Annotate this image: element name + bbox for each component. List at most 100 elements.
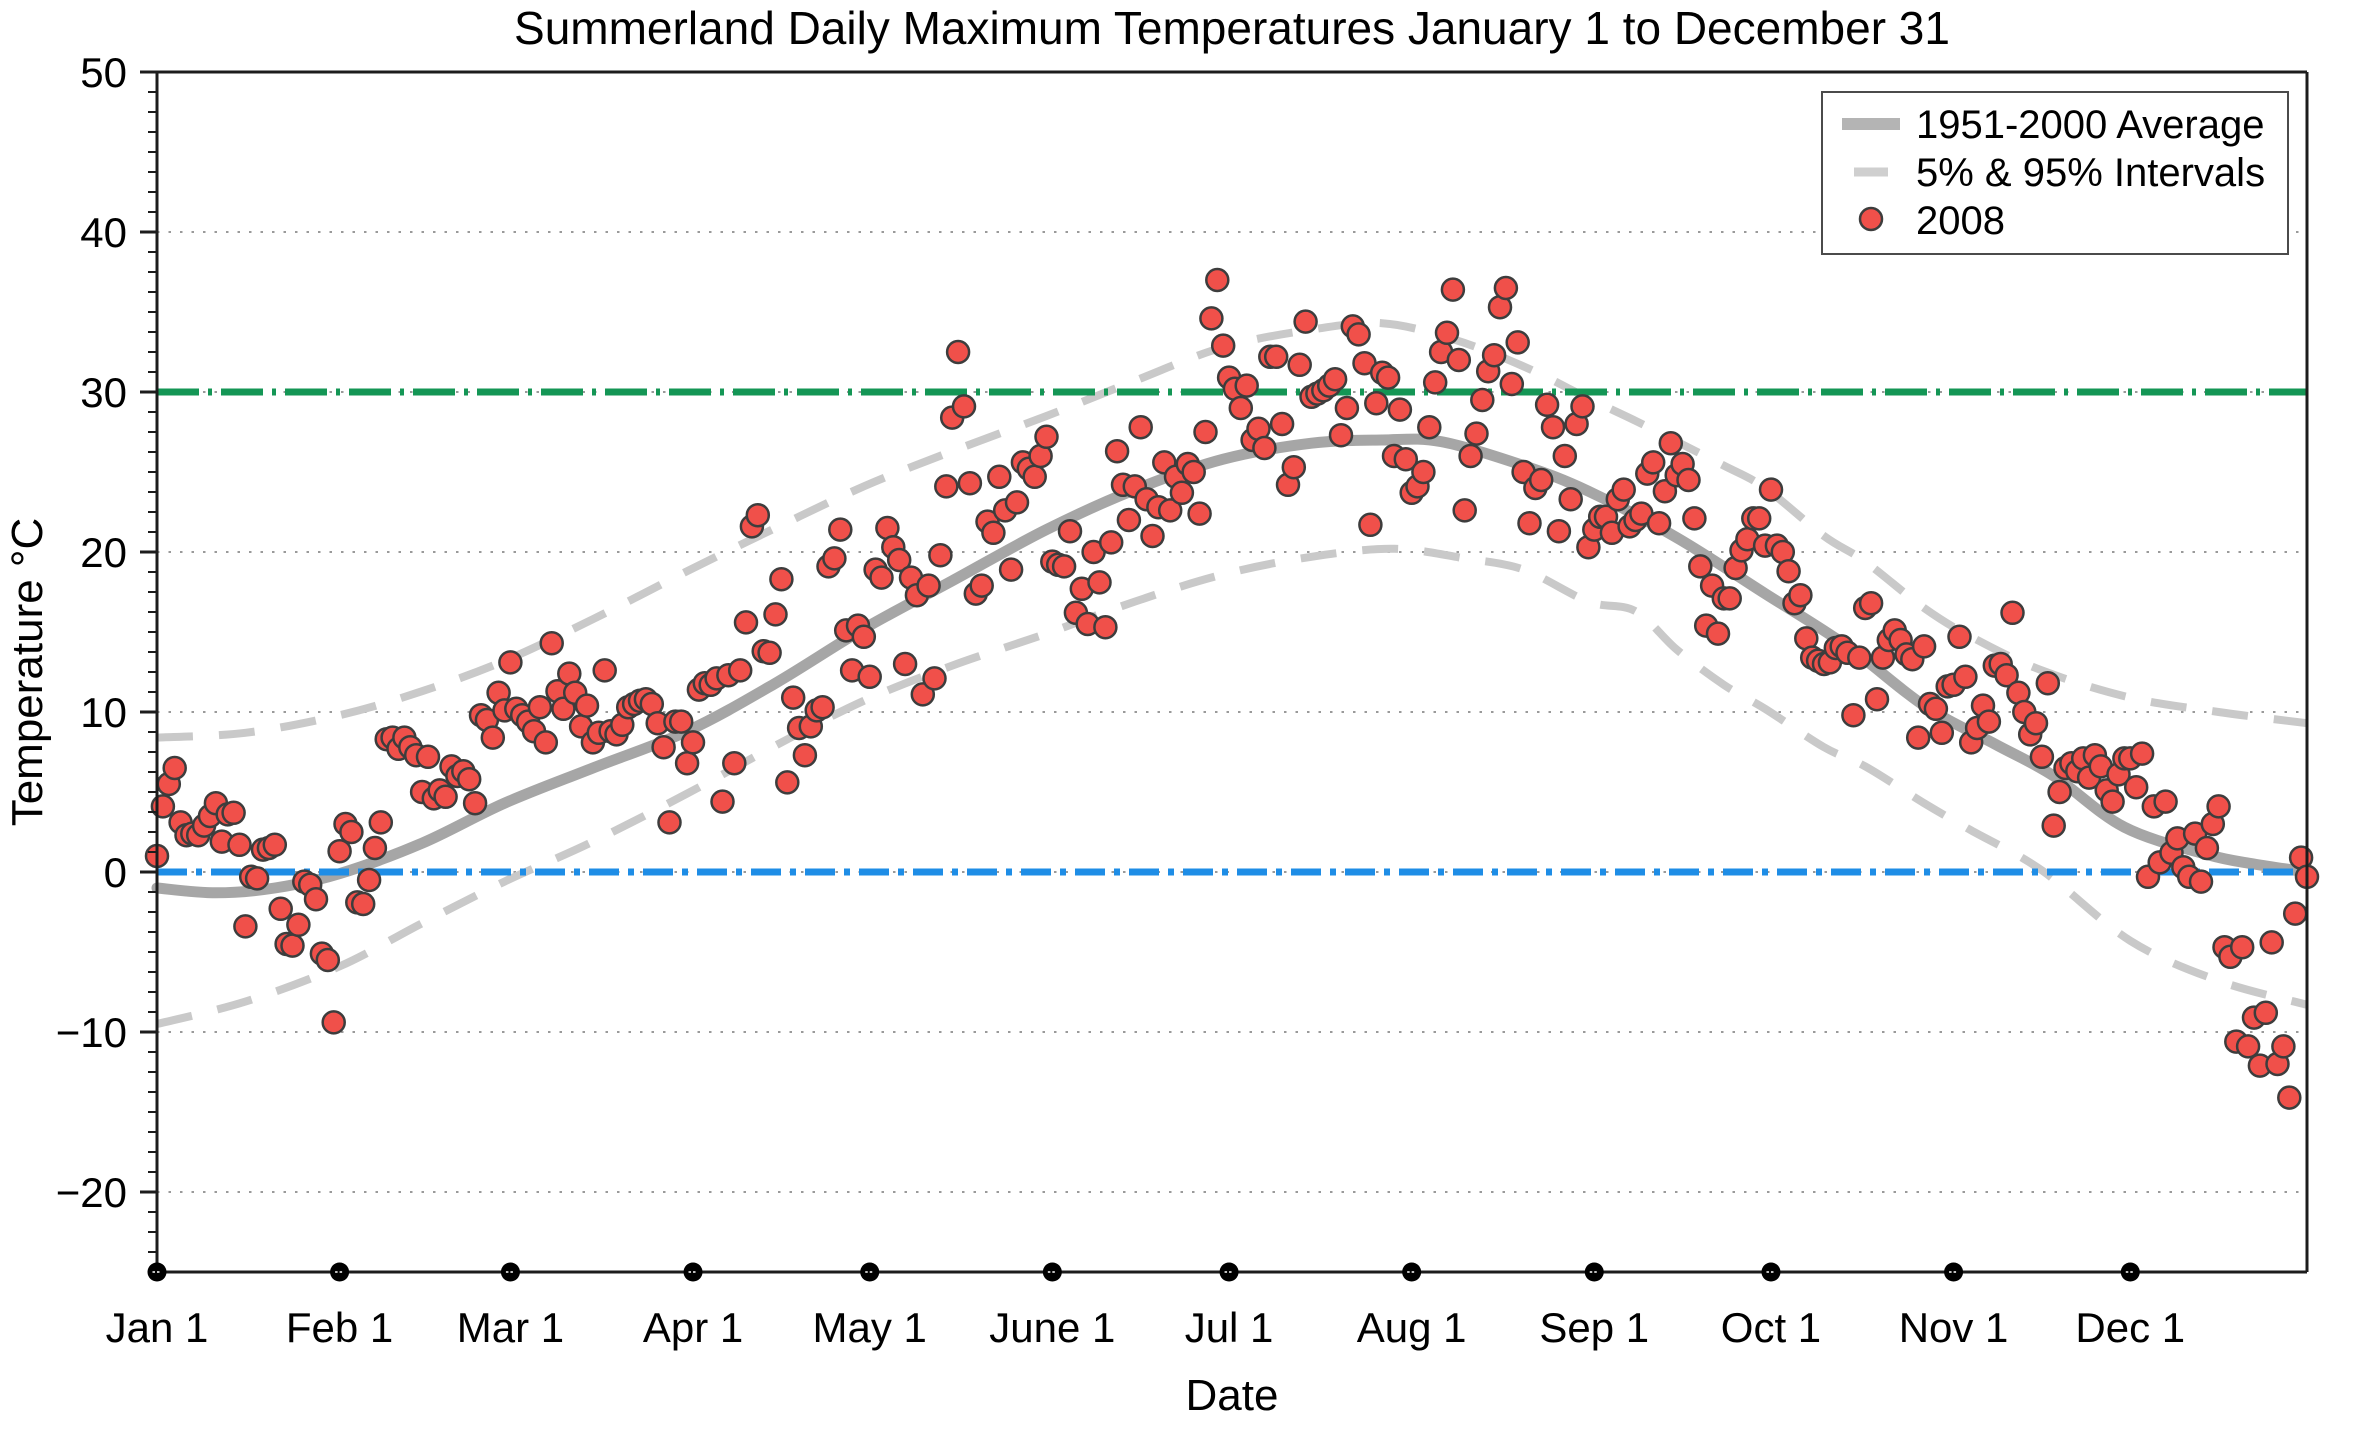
data-point-2008 xyxy=(456,766,482,792)
x-tick-label-Oct-1: Oct 1 xyxy=(1721,1304,1821,1351)
data-point-2008 xyxy=(303,886,329,912)
data-point-2008 xyxy=(1417,414,1442,440)
data-point-2008 xyxy=(433,784,458,810)
data-point-2008 xyxy=(1788,582,1813,608)
data-point-2008 xyxy=(2194,835,2220,861)
chart-title: Summerland Daily Maximum Temperatures Ja… xyxy=(514,2,1950,54)
x-tick-label-Aug-1: Aug 1 xyxy=(1357,1304,1467,1351)
data-point-2008 xyxy=(462,790,488,816)
data-point-2008 xyxy=(1864,686,1890,712)
data-point-2008 xyxy=(362,835,388,861)
curves-layer xyxy=(151,318,2313,1028)
data-point-2008 xyxy=(1464,421,1489,446)
data-point-2008 xyxy=(2041,813,2066,838)
data-point-2008 xyxy=(1528,467,1554,493)
data-point-2008 xyxy=(527,694,553,720)
data-point-2008 xyxy=(1705,621,1731,646)
y-tick-label-40: 40 xyxy=(80,209,127,256)
data-point-2008 xyxy=(1682,506,1707,531)
data-point-2008 xyxy=(745,502,771,528)
data-point-2008 xyxy=(2129,741,2155,766)
data-point-2008 xyxy=(998,557,1024,582)
legend-label-average: 1951-2000 Average xyxy=(1916,103,2264,147)
data-point-2008 xyxy=(981,520,1006,546)
data-point-2008 xyxy=(1263,344,1289,370)
data-point-2008 xyxy=(2123,774,2149,800)
data-point-2008 xyxy=(1446,347,1472,373)
data-point-2008 xyxy=(828,517,853,542)
data-point-2008 xyxy=(539,630,564,656)
data-point-2008 xyxy=(368,810,394,835)
data-point-2008 xyxy=(892,651,918,677)
data-point-2008 xyxy=(1364,390,1389,416)
x-tick-label-Sep-1: Sep 1 xyxy=(1539,1304,1649,1351)
y-tick-label-20: 20 xyxy=(80,529,127,576)
data-point-2008 xyxy=(657,810,682,835)
data-point-2008 xyxy=(1841,702,1866,728)
data-point-2008 xyxy=(1034,424,1059,450)
data-point-2008 xyxy=(1140,523,1165,549)
y-tick-label-30: 30 xyxy=(80,369,127,416)
data-point-2008 xyxy=(1911,634,1937,659)
data-point-2008 xyxy=(592,658,617,683)
data-point-2008 xyxy=(1953,664,1978,690)
data-point-2008 xyxy=(327,838,352,864)
data-point-2008 xyxy=(1411,459,1436,485)
data-point-2008 xyxy=(957,470,983,496)
data-point-2008 xyxy=(1517,510,1542,536)
legend-label-intervals: 5% & 95% Intervals xyxy=(1916,151,2265,195)
data-point-2008 xyxy=(1334,395,1360,421)
legend-box: 1951-2000 Average 5% & 95% Intervals 200… xyxy=(1821,91,2289,255)
data-point-2008 xyxy=(286,912,311,938)
data-point-2008 xyxy=(244,866,270,891)
legend-2008-dot-swatch xyxy=(1858,206,1884,232)
data-point-2008 xyxy=(810,694,835,720)
data-point-2008 xyxy=(1051,554,1077,579)
data-point-2008 xyxy=(1193,419,1218,445)
data-point-2008 xyxy=(1717,586,1742,611)
y-tick-label-10: 10 xyxy=(80,689,127,736)
data-point-2008 xyxy=(1375,365,1401,390)
data-point-2008 xyxy=(1157,498,1183,523)
data-point-2008 xyxy=(1976,709,2002,734)
data-point-2008 xyxy=(1181,459,1206,485)
data-point-2008 xyxy=(280,933,305,958)
data-point-2008 xyxy=(1440,277,1466,302)
data-point-2008 xyxy=(2259,930,2284,955)
data-point-2008 xyxy=(480,725,506,750)
data-point-2008 xyxy=(822,546,847,571)
data-point-2008 xyxy=(1358,512,1383,538)
data-point-2008 xyxy=(1287,352,1312,378)
data-point-2008 xyxy=(2153,789,2178,814)
data-point-2008 xyxy=(1481,342,1507,368)
data-point-2008 xyxy=(150,794,176,819)
data-point-2008 xyxy=(1499,371,1525,397)
data-point-2008 xyxy=(2253,1000,2279,1026)
data-point-2008 xyxy=(1057,518,1083,544)
data-point-2008 xyxy=(2282,901,2308,926)
data-point-2008 xyxy=(680,730,706,755)
data-point-2008 xyxy=(1210,333,1236,358)
data-point-2008 xyxy=(227,832,252,858)
data-point-2008 xyxy=(1558,486,1583,512)
data-point-2008 xyxy=(792,742,818,768)
y-tick-label--10: −10 xyxy=(56,1009,127,1056)
data-point-2008 xyxy=(1505,330,1530,355)
data-point-2008 xyxy=(162,755,187,781)
y-tick-label-50: 50 xyxy=(80,49,127,96)
data-point-2008 xyxy=(886,547,912,573)
data-point-2008 xyxy=(1470,387,1495,413)
data-point-2008 xyxy=(722,750,747,776)
data-point-2008 xyxy=(415,744,441,770)
scatter-points-layer xyxy=(144,267,2320,1110)
data-point-2008 xyxy=(727,658,753,683)
data-point-2008 xyxy=(945,339,971,365)
data-point-2008 xyxy=(710,789,735,814)
data-point-2008 xyxy=(1269,411,1295,437)
x-tick-label-Mar-1: Mar 1 xyxy=(457,1304,564,1351)
data-point-2008 xyxy=(1281,454,1307,480)
data-point-2008 xyxy=(2035,670,2061,696)
data-point-2008 xyxy=(2277,1085,2302,1110)
y-tick-label-0: 0 xyxy=(104,849,127,896)
